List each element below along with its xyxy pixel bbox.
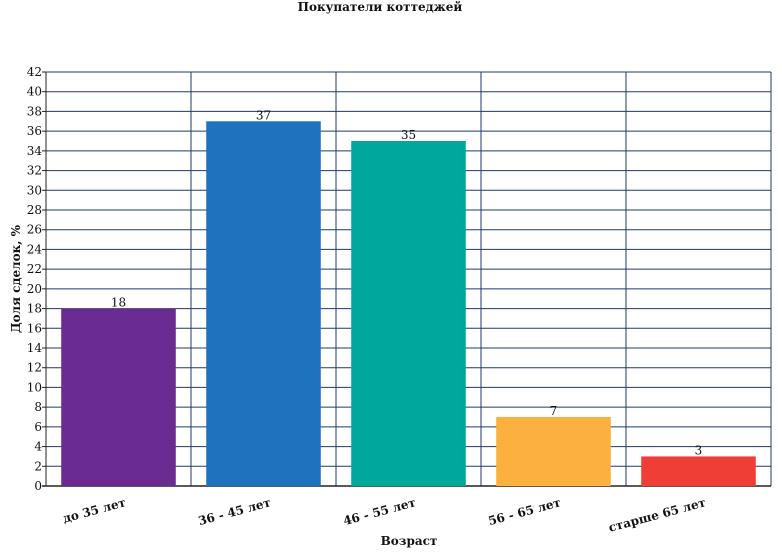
y-tick-label: 34 (27, 144, 43, 158)
y-tick-label: 20 (27, 282, 42, 296)
y-tick-label: 42 (27, 65, 42, 79)
x-tick-label: до 35 лет (61, 495, 127, 525)
bar (206, 121, 321, 487)
y-tick-label: 32 (27, 164, 42, 178)
data-labels-layer: 18 37 35 7 3 (111, 108, 702, 457)
y-tick-label: 0 (34, 479, 42, 493)
x-ticks-layer: до 35 лет 36 - 45 лет 46 - 55 лет 56 - 65 л… (61, 495, 707, 534)
y-tick-label: 26 (27, 223, 42, 237)
y-tick-label: 24 (27, 242, 43, 256)
y-tick-label: 22 (27, 262, 42, 276)
y-tick-label: 16 (27, 321, 42, 335)
y-tick-label: 18 (27, 302, 42, 316)
y-tick-label: 6 (34, 420, 42, 434)
y-tick-label: 40 (27, 85, 42, 99)
bar (61, 308, 176, 486)
bars-layer (61, 121, 756, 487)
y-tick-label: 4 (34, 440, 42, 454)
bar (351, 141, 466, 486)
y-axis-label: Доля сделок, % (9, 224, 23, 333)
bar (641, 456, 756, 486)
data-label: 18 (111, 296, 126, 310)
y-tick-label: 28 (27, 203, 42, 217)
y-tick-label: 2 (34, 459, 42, 473)
y-tick-label: 12 (27, 361, 42, 375)
data-label: 3 (695, 443, 703, 457)
x-tick-label: 36 - 45 лет (197, 495, 273, 528)
y-tick-label: 30 (27, 183, 42, 197)
data-label: 7 (550, 404, 558, 418)
x-axis-label: Возраст (381, 534, 438, 548)
chart-title: Покупатели коттеджей (298, 0, 463, 14)
y-tick-label: 8 (34, 400, 42, 414)
x-tick-label: 56 - 65 лет (487, 495, 563, 528)
y-tick-label: 10 (27, 380, 42, 394)
x-tick-label: 46 - 55 лет (342, 495, 418, 528)
y-tick-label: 36 (27, 124, 42, 138)
x-tick-label: старше 65 лет (607, 495, 707, 534)
data-label: 35 (401, 128, 416, 142)
data-label: 37 (256, 108, 271, 122)
y-tick-label: 14 (27, 341, 43, 355)
bar (496, 417, 611, 486)
y-tick-label: 38 (27, 104, 42, 118)
